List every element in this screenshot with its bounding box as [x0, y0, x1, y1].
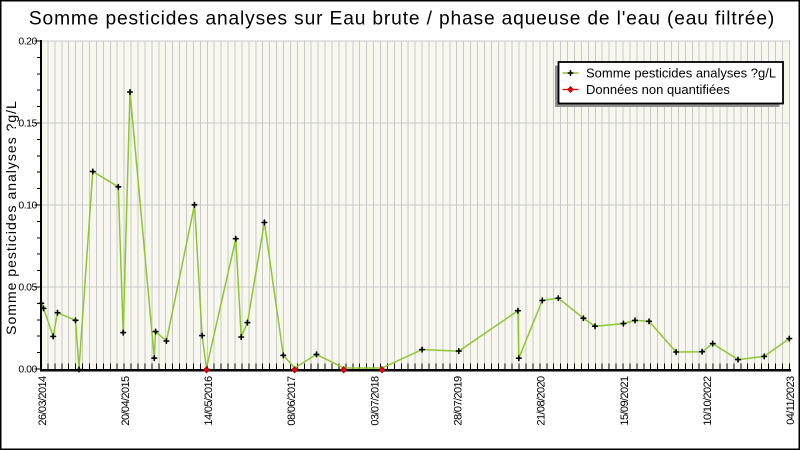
svg-text:15/09/2021: 15/09/2021 — [619, 376, 631, 426]
svg-text:28/07/2019: 28/07/2019 — [453, 376, 465, 426]
svg-text:10/10/2022: 10/10/2022 — [702, 376, 714, 426]
svg-text:0.05: 0.05 — [18, 282, 37, 294]
svg-text:0.20: 0.20 — [18, 36, 37, 48]
svg-text:03/07/2018: 03/07/2018 — [369, 376, 381, 426]
svg-text:0.15: 0.15 — [18, 118, 37, 130]
svg-text:08/06/2017: 08/06/2017 — [286, 376, 298, 426]
svg-text:04/11/2023: 04/11/2023 — [785, 376, 797, 425]
svg-text:0.00: 0.00 — [18, 364, 37, 376]
svg-text:Somme pesticides analyses ?g/L: Somme pesticides analyses ?g/L — [586, 66, 776, 81]
svg-text:Somme pesticides analyses sur: Somme pesticides analyses sur Eau brute … — [29, 8, 775, 29]
svg-text:Données non quantifiées: Données non quantifiées — [586, 82, 730, 97]
svg-text:20/04/2015: 20/04/2015 — [120, 376, 132, 426]
svg-text:26/03/2014: 26/03/2014 — [37, 376, 49, 426]
svg-text:0.10: 0.10 — [18, 200, 37, 212]
svg-text:Somme pesticides analyses ?g/L: Somme pesticides analyses ?g/L — [3, 100, 19, 335]
svg-text:21/08/2020: 21/08/2020 — [536, 376, 548, 426]
svg-text:14/05/2016: 14/05/2016 — [203, 376, 215, 426]
